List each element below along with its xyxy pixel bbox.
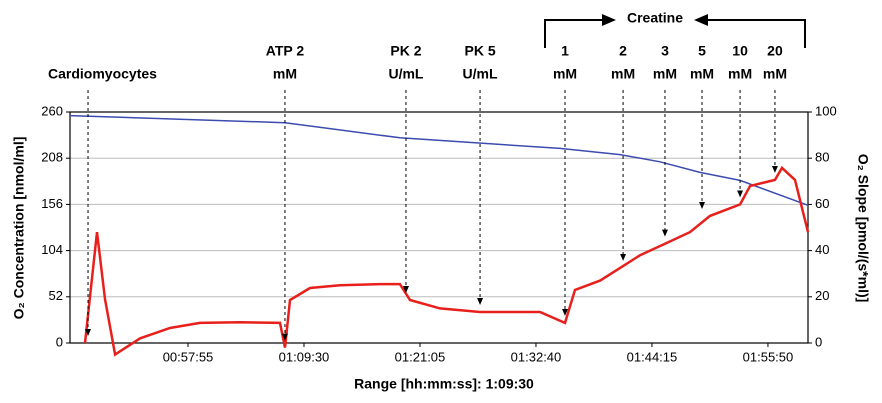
series-line [69,114,809,207]
y2-tick-label: 20 [815,288,829,303]
annotation-label: mM [728,66,752,82]
y-tick-label: 208 [41,150,63,165]
annotation-label: PK 5 [464,43,495,59]
y-tick-label: 0 [56,334,63,349]
y2-tick-label: 40 [815,242,829,257]
annotation-label: mM [611,66,635,82]
annotation-label: 20 [767,43,783,59]
annotation-label: 3 [661,43,669,59]
annotation-label: 5 [698,43,706,59]
annotation-label: mM [653,66,677,82]
x-tick-label: 01:21:05 [395,349,446,364]
annotation-label: Cardiomyocytes [48,66,157,82]
y-tick-label: 260 [41,103,63,118]
y2-tick-label: 80 [815,150,829,165]
annotation-label: ATP 2 [266,43,305,59]
x-tick-label: 01:44:15 [627,349,678,364]
annotation-label: U/mL [388,66,423,82]
y2-tick-label: 60 [815,196,829,211]
y-tick-label: 156 [41,196,63,211]
annotation-label: 1 [561,43,569,59]
series-line [83,165,810,357]
annotation-label: mM [763,66,787,82]
annotation-label: PK 2 [390,43,421,59]
y-tick-label: 52 [49,288,63,303]
annotation-label: 2 [619,43,627,59]
group-label: Creatine [627,10,683,26]
creatine-bracket [544,14,806,48]
y2-tick-label: 0 [815,334,822,349]
annotation-label: mM [273,66,297,82]
x-tick-label: 01:32:40 [511,349,562,364]
y2-axis-label: O₂ Slope [pmol/(s*ml)] [855,154,871,303]
y-tick-label: 104 [41,242,63,257]
x-tick-label: 00:57:55 [163,349,214,364]
annotation-label: mM [553,66,577,82]
annotation-label: 10 [732,43,748,59]
annotation-label: mM [690,66,714,82]
y-axis-label: O₂ Concentration [nmol/ml] [11,137,27,320]
x-tick-label: 01:55:50 [743,349,794,364]
x-axis-label: Range [hh:mm:ss]: 1:09:30 [354,376,534,392]
y2-tick-label: 100 [815,103,837,118]
x-tick-label: 01:09:30 [279,349,330,364]
annotation-label: U/mL [463,66,498,82]
